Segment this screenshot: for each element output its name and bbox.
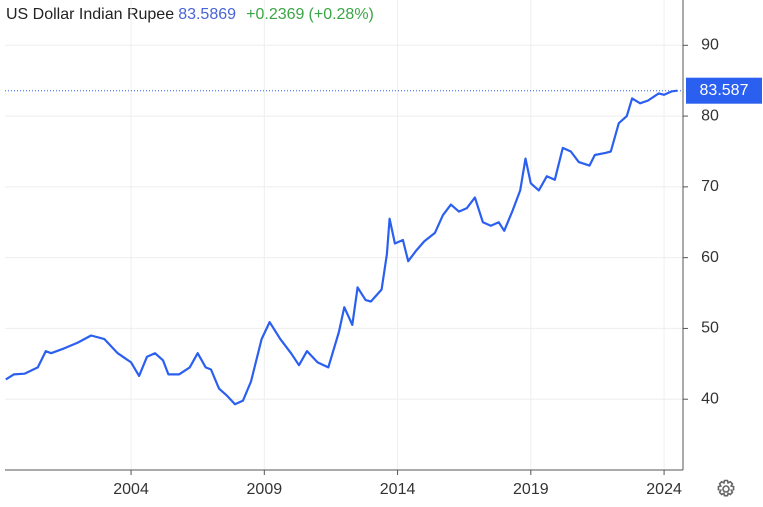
y-tick-label: 70 xyxy=(701,178,719,195)
chart-title: US Dollar Indian Rupee xyxy=(6,6,174,23)
y-tick-label: 50 xyxy=(701,320,719,337)
change-percent: (+0.28%) xyxy=(309,6,374,23)
settings-icon-center xyxy=(722,485,730,493)
price-line xyxy=(5,89,678,406)
settings-icon[interactable] xyxy=(717,479,735,497)
y-tick-label: 40 xyxy=(701,390,719,407)
last-value-box xyxy=(686,77,762,104)
settings-icon-gear xyxy=(717,479,735,497)
x-tick-label: 2024 xyxy=(646,481,682,498)
y-tick-label: 90 xyxy=(701,37,719,54)
x-tick-label: 2019 xyxy=(513,481,549,498)
y-tick-label: 60 xyxy=(701,249,719,266)
x-tick-label: 2009 xyxy=(247,481,283,498)
x-tick-label: 2004 xyxy=(113,481,149,498)
x-tick-label: 2014 xyxy=(380,481,416,498)
change: +0.2369 xyxy=(246,6,304,23)
last-value-label: 83.587 xyxy=(700,82,749,99)
price: 83.5869 xyxy=(178,6,236,23)
y-tick-label: 80 xyxy=(701,107,719,124)
